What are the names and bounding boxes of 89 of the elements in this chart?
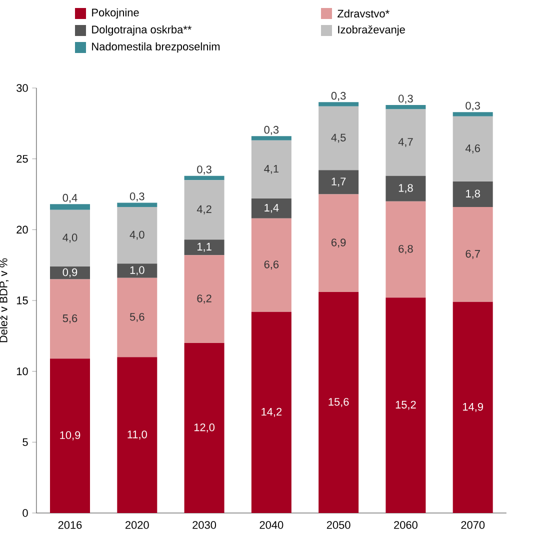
y-tick-label: 25 bbox=[16, 154, 28, 163]
data-label: 14,9 bbox=[463, 402, 484, 412]
data-label: 0,3 bbox=[264, 126, 279, 135]
bar bbox=[386, 109, 426, 176]
data-label: 4,1 bbox=[264, 164, 279, 174]
bar bbox=[50, 210, 90, 266]
data-label: 0,9 bbox=[62, 268, 78, 278]
data-label: 1,4 bbox=[264, 204, 279, 213]
data-label: 4,7 bbox=[398, 138, 413, 148]
y-tick-label: 15 bbox=[16, 296, 28, 304]
bar bbox=[251, 198, 292, 218]
data-label: 12,0 bbox=[194, 423, 215, 433]
data-label: 4,6 bbox=[465, 144, 480, 154]
legend-label: Izobraževanje bbox=[338, 25, 405, 36]
bar bbox=[251, 218, 292, 312]
bar bbox=[318, 194, 359, 292]
bar bbox=[184, 240, 224, 256]
x-tick-label: 2016 bbox=[58, 521, 82, 529]
data-label: 6,2 bbox=[197, 294, 212, 304]
data-label: 4,0 bbox=[62, 234, 78, 243]
data-label: 10,9 bbox=[60, 431, 80, 440]
y-tick-label: 10 bbox=[16, 367, 28, 376]
bar bbox=[452, 207, 493, 302]
data-label: 4,0 bbox=[130, 230, 144, 240]
bar bbox=[50, 204, 90, 210]
legend-label: Nadomestila brezposelnim bbox=[92, 42, 220, 53]
legend-label: Pokojnine bbox=[92, 8, 139, 19]
data-label: 1,8 bbox=[398, 184, 413, 194]
data-label: 0,3 bbox=[331, 92, 346, 101]
y-tick-label: 0 bbox=[22, 509, 28, 517]
bar bbox=[117, 357, 158, 513]
bar bbox=[386, 298, 426, 513]
y-tick-label: 5 bbox=[22, 438, 28, 446]
data-label: 0,3 bbox=[130, 192, 144, 202]
bar bbox=[318, 102, 359, 106]
data-label: 1,0 bbox=[130, 266, 144, 276]
bar bbox=[318, 292, 359, 513]
data-label: 6,7 bbox=[466, 250, 480, 259]
bar bbox=[452, 182, 493, 207]
bar bbox=[452, 116, 493, 182]
bar bbox=[386, 105, 426, 110]
y-tick-label: 30 bbox=[16, 84, 28, 92]
bar bbox=[50, 279, 90, 359]
bar bbox=[184, 176, 224, 180]
bar bbox=[251, 312, 292, 513]
data-label: 0,4 bbox=[62, 194, 78, 203]
bar bbox=[184, 343, 224, 513]
data-label: 0,3 bbox=[197, 166, 212, 175]
bar bbox=[251, 136, 292, 140]
data-label: 6,8 bbox=[398, 244, 413, 254]
legend-label: Dolgotrajna oskrba** bbox=[92, 25, 192, 36]
bar bbox=[386, 176, 426, 202]
bar bbox=[452, 302, 493, 513]
data-label: 6,6 bbox=[264, 260, 279, 270]
data-label: 1,1 bbox=[197, 242, 212, 252]
bar bbox=[452, 112, 493, 116]
data-label: 1,7 bbox=[332, 178, 346, 187]
x-tick-label: 2060 bbox=[394, 521, 418, 529]
data-label: 6,9 bbox=[332, 238, 346, 248]
data-label: 14,2 bbox=[262, 408, 282, 417]
data-label: 0,3 bbox=[398, 94, 413, 104]
bar bbox=[184, 255, 224, 343]
bar bbox=[184, 180, 224, 240]
bar bbox=[318, 106, 359, 170]
legend-label: Zdravstvo* bbox=[338, 9, 390, 18]
bar bbox=[117, 264, 158, 278]
x-tick-label: 2050 bbox=[326, 521, 350, 529]
bar bbox=[318, 170, 359, 194]
data-label: 5,6 bbox=[62, 314, 78, 324]
bar bbox=[251, 140, 292, 198]
bar bbox=[386, 201, 426, 298]
data-label: 15,2 bbox=[396, 400, 416, 410]
bar bbox=[50, 358, 90, 513]
bar bbox=[117, 278, 158, 358]
x-tick-label: 2020 bbox=[126, 521, 149, 529]
bar bbox=[50, 266, 90, 280]
data-label: 4,5 bbox=[331, 134, 346, 143]
x-tick-label: 2070 bbox=[461, 521, 485, 529]
x-tick-label: 2030 bbox=[192, 521, 216, 529]
x-tick-label: 2040 bbox=[260, 521, 284, 529]
data-label: 11,0 bbox=[128, 430, 147, 440]
data-label: 4,2 bbox=[196, 205, 212, 214]
bar bbox=[117, 207, 158, 264]
data-label: 15,6 bbox=[328, 398, 349, 408]
data-label: 5,6 bbox=[130, 312, 144, 322]
bar bbox=[117, 202, 158, 207]
data-label: 0,3 bbox=[466, 102, 480, 111]
data-label: 1,8 bbox=[466, 190, 480, 199]
y-tick-label: 20 bbox=[16, 226, 28, 234]
